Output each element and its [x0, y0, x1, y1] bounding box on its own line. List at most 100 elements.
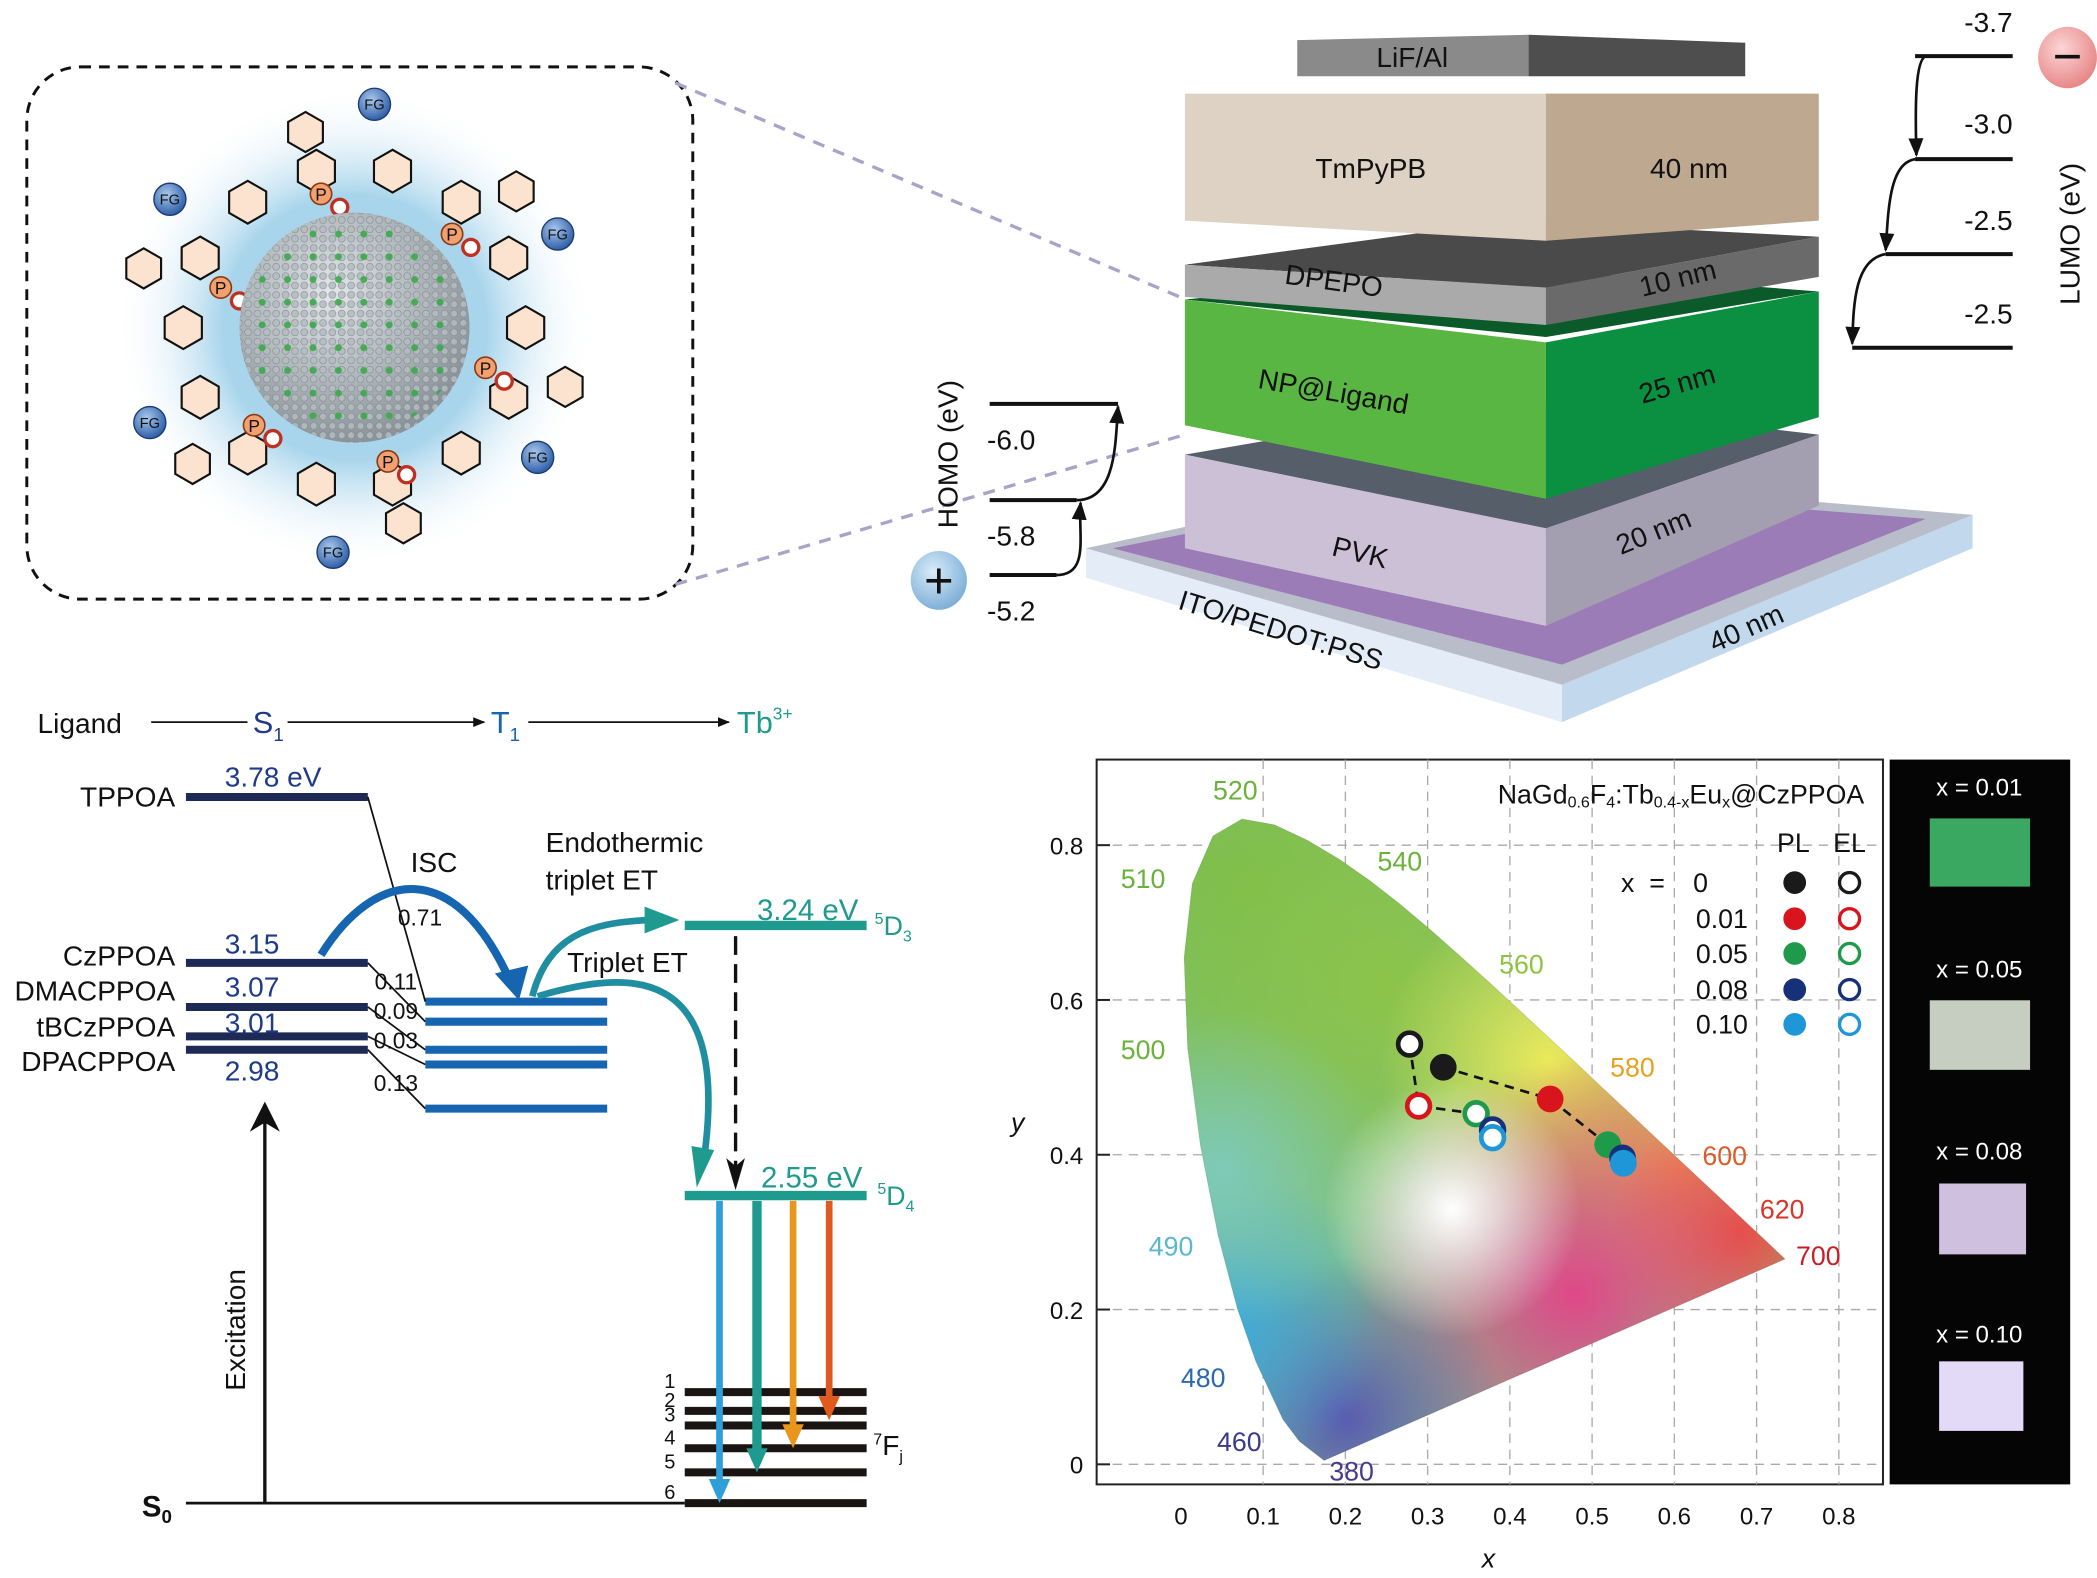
legend-el-marker [1837, 870, 1862, 895]
device-photo [1929, 818, 2031, 887]
legend-el-header: EL [1833, 828, 1866, 858]
np-right-face [1545, 291, 1819, 499]
ito-right-face [1562, 514, 1973, 723]
pl-data-point [1429, 1053, 1457, 1081]
el-data-point [1462, 1100, 1490, 1128]
isc-connector [367, 1006, 426, 1051]
legend-label: 0.01 [1696, 904, 1748, 934]
pl-data-point [1609, 1149, 1637, 1177]
spectral-locus [1183, 818, 1787, 1462]
functional-groups: FG FG FG FG FG FG [133, 87, 575, 570]
ito-left-face [1085, 548, 1563, 723]
lifal-left-face [1297, 34, 1529, 77]
f-level-number: 5 [664, 1451, 675, 1473]
x-tick-label: 0.1 [1246, 1504, 1279, 1531]
legend-el-marker [1837, 977, 1862, 1002]
oxygen-atom-icon [461, 237, 481, 258]
benzene-ring-icon [228, 430, 268, 476]
x-tick-label: 0.3 [1411, 1504, 1444, 1531]
wavelength-label: 480 [1181, 1363, 1226, 1393]
s1-to-t1-arrow [317, 885, 515, 985]
s1-energy: 3.01 [225, 1007, 280, 1038]
x-tick-label: 0.5 [1575, 1504, 1608, 1531]
gamut-color-region [1184, 1009, 1383, 1331]
excitation-label: Excitation [220, 1269, 251, 1391]
legend-label: 0.05 [1696, 939, 1748, 969]
functional-group-label: FG [160, 193, 180, 209]
s1-energy: 2.98 [225, 1056, 280, 1087]
energy-gap-label: 0.09 [374, 998, 418, 1024]
zoom-box [25, 65, 695, 601]
ligand-name: TPPOA [80, 781, 175, 812]
oxygen-atom-icon [330, 197, 350, 217]
homo-axis-label: HOMO (eV) [933, 380, 964, 528]
benzene-ring-icon [372, 148, 413, 194]
wavelength-label: 380 [1329, 1456, 1374, 1486]
energy-gap-label: 0.13 [374, 1070, 418, 1096]
gamut-color-region [1323, 1080, 1581, 1338]
phosphorus-label: P [446, 225, 458, 245]
benzene-ring-icon [296, 461, 336, 507]
lumo-value: -3.7 [1964, 7, 2012, 38]
lumo-value: -3.0 [1964, 109, 2012, 140]
legend-pl-marker [1783, 942, 1807, 965]
arrowhead [818, 1396, 840, 1421]
legend-el-marker [1837, 1012, 1862, 1037]
functional-group-icon [153, 182, 187, 216]
electron-transfer-arrow [1908, 54, 1927, 157]
functional-group-icon [540, 217, 575, 251]
d3-term: 5D3 [875, 910, 912, 945]
y-tick-label: 0.4 [1050, 1143, 1083, 1170]
chart-title: NaGd0.6F4:Tb0.4-xEux@CzPPOA [1498, 780, 1865, 812]
functional-group-icon [520, 440, 555, 475]
s1-heading: S1 [253, 705, 284, 745]
pvk-left-face [1184, 454, 1546, 626]
x-tick-label: 0.8 [1822, 1504, 1855, 1531]
homo-value: -6.0 [987, 424, 1035, 455]
phosphorus-atom-icon [242, 413, 266, 437]
phosphorus-atom-icon [309, 182, 333, 206]
ligand-name: tBCzPPOA [36, 1011, 175, 1042]
t1-heading: T1 [491, 705, 520, 745]
dpepo-left-face [1184, 264, 1546, 325]
tmpypb-left-face [1184, 93, 1546, 241]
dpepo-right-face [1545, 236, 1819, 325]
hole-symbol: + [924, 552, 954, 609]
tmpypb-label: TmPyPB [1315, 153, 1426, 184]
electron-icon [2038, 26, 2097, 89]
hole-icon [910, 550, 967, 610]
endothermic-label: triplet ET [546, 864, 658, 895]
s1-energy: 3.07 [225, 971, 280, 1002]
benzene-ring-icon [441, 430, 481, 476]
benzene-ring-icon [441, 179, 481, 225]
x-tick-label: 0.2 [1329, 1504, 1362, 1531]
wavelength-label: 580 [1610, 1053, 1655, 1083]
functional-group-label: FG [364, 98, 384, 114]
hole-transfer-arrow [1076, 404, 1125, 502]
lumo-value: -2.5 [1964, 299, 2012, 330]
ligand-name: CzPPOA [63, 941, 176, 972]
functional-group-icon [133, 405, 167, 440]
photo-label: x = 0.01 [1936, 775, 2022, 802]
y-tick-label: 0.8 [1050, 834, 1083, 861]
phosphorus-label: P [215, 278, 227, 298]
dpepo-top [1184, 220, 1819, 288]
fj-term: 7Fj [873, 1430, 903, 1466]
pl-data-point [1536, 1085, 1564, 1113]
benzene-ring-icon [163, 305, 203, 351]
wavelength-label: 500 [1121, 1035, 1166, 1065]
y-tick-label: 0 [1070, 1453, 1083, 1480]
cie-chart: 0 0.1 0.2 0.3 0.4 0.5 0.6 0.7 0.8 0 0.2 0.4 0.6 0.8 x… [1009, 758, 1884, 1573]
phosphorus-atom-icon [440, 222, 464, 246]
y-tick-label: 0.6 [1050, 988, 1083, 1015]
device-stack: ITO/PEDOT:PSS 40 nm PVK 20 nm NP@Ligand … [1085, 34, 1973, 723]
phosphorus-atom-icon [474, 356, 498, 380]
homo-value: -5.8 [987, 521, 1035, 552]
s0-label: S0 [142, 1490, 172, 1527]
lumo-diagram: -3.7 -3.0 -2.5 -2.5 LUMO (eV) − [1845, 7, 2097, 350]
electron-transfer-arrow [1845, 252, 1886, 346]
lumo-axis-label: LUMO (eV) [2055, 163, 2086, 305]
benzene-ring-icon [125, 247, 163, 290]
phosphorus-label: P [382, 452, 394, 472]
